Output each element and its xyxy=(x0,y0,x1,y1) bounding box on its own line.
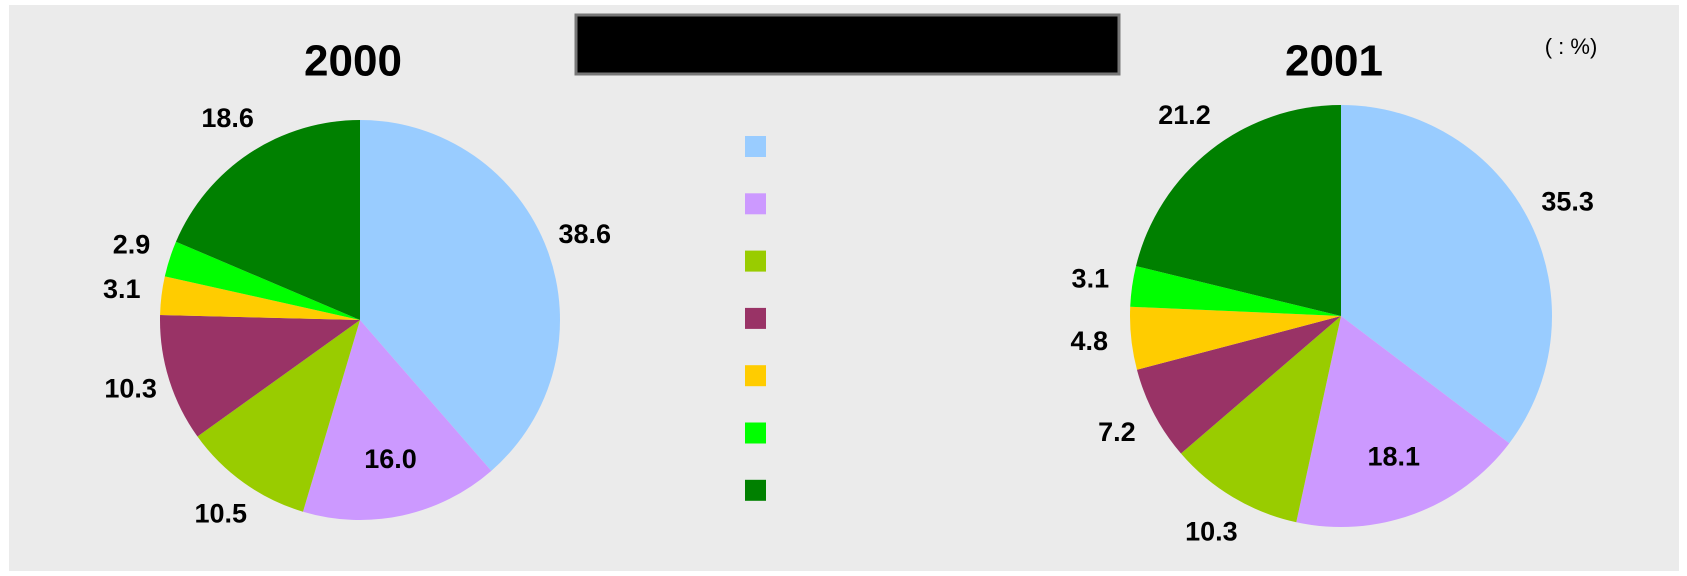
pie-slice xyxy=(1296,316,1510,527)
pie-slice xyxy=(1136,316,1341,454)
pie-slice xyxy=(164,241,360,320)
pie-slice xyxy=(160,314,360,437)
pie-title: 2001 xyxy=(1285,37,1383,86)
unit-note: ( : %) xyxy=(1545,34,1598,59)
legend-swatch xyxy=(745,136,766,157)
legend-swatch xyxy=(745,193,766,215)
data-label: 10.5 xyxy=(194,499,247,529)
pie-slice xyxy=(1135,105,1341,316)
data-label: 18.6 xyxy=(201,103,254,133)
pie-slice xyxy=(1130,266,1341,316)
title-box xyxy=(574,13,1121,76)
data-label: 2.9 xyxy=(113,230,151,260)
pie-slice xyxy=(1180,316,1341,523)
pie-title: 2000 xyxy=(304,37,402,86)
data-label: 38.6 xyxy=(558,219,611,249)
pie-slice xyxy=(197,320,360,512)
legend-swatch xyxy=(745,307,766,329)
pie-slice xyxy=(302,320,492,520)
data-label: 21.2 xyxy=(1158,100,1211,130)
data-label: 3.1 xyxy=(103,274,141,304)
data-label: 7.2 xyxy=(1098,417,1136,447)
data-label: 10.3 xyxy=(104,374,157,404)
legend-swatch xyxy=(745,250,766,272)
legend-swatch xyxy=(745,365,766,387)
pie-slice xyxy=(175,119,360,320)
pie-slice xyxy=(1341,105,1553,444)
data-label: 35.3 xyxy=(1541,186,1594,216)
pie-slice xyxy=(1130,306,1341,370)
data-label: 18.1 xyxy=(1368,442,1421,472)
legend-swatch xyxy=(745,479,766,501)
data-label: 4.8 xyxy=(1070,326,1108,356)
pie-slice xyxy=(360,120,560,471)
data-label: 3.1 xyxy=(1072,263,1110,293)
data-label: 10.3 xyxy=(1185,517,1238,547)
pie-slice xyxy=(160,276,360,320)
legend-swatch xyxy=(745,422,766,444)
data-label: 16.0 xyxy=(364,444,417,474)
